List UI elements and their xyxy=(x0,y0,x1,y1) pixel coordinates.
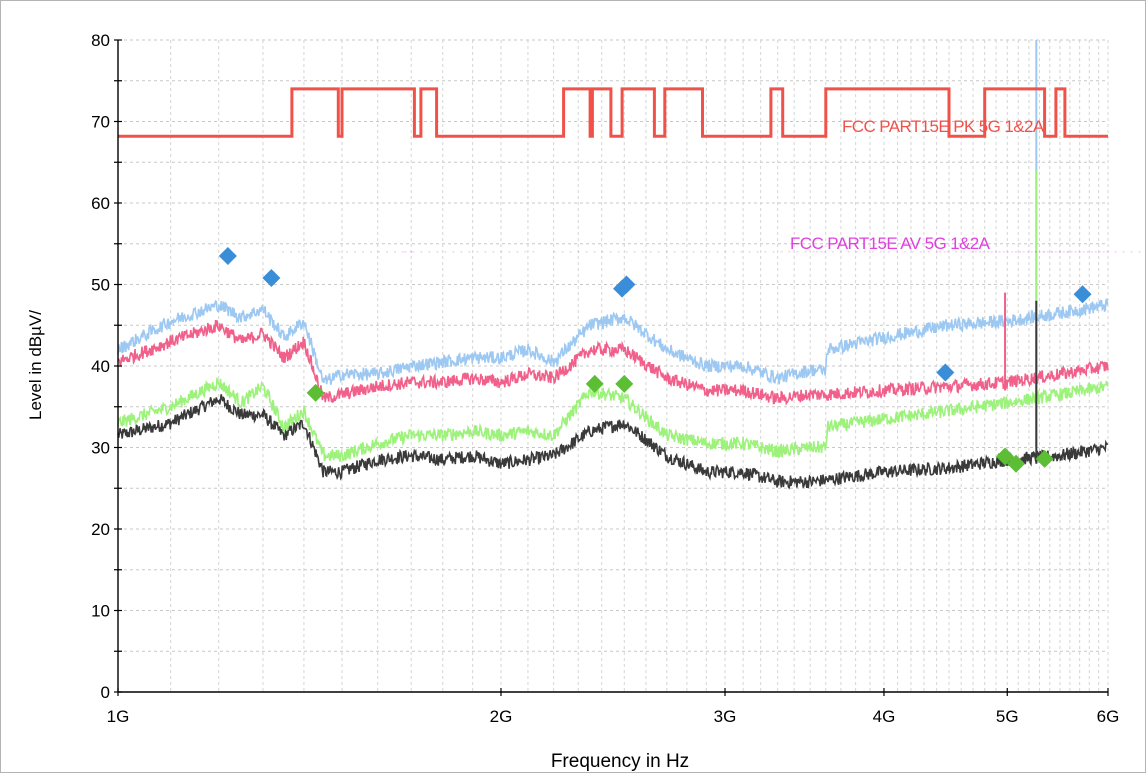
marker-peak_markers xyxy=(262,268,281,287)
marker-avg_markers xyxy=(306,383,325,402)
axes: 0 10 20 30 40 50 60 70 80 1G 2G 3G 4G 5G 6G xyxy=(91,31,1119,726)
trace-peak_light_blue xyxy=(117,298,1109,385)
y-tick-label: 50 xyxy=(91,276,110,295)
y-tick-label: 70 xyxy=(91,113,110,132)
x-axis-title: Frequency in Hz xyxy=(551,751,689,772)
y-tick-label: 20 xyxy=(91,520,110,539)
pk-limit-line xyxy=(118,87,1108,138)
pk-limit-label: FCC PART15E PK 5G 1&2A xyxy=(842,117,1045,136)
y-tick-label: 80 xyxy=(91,31,110,50)
marker-peak_markers xyxy=(617,275,636,294)
y-axis-title: Level in dBµV/ xyxy=(26,310,45,420)
x-tick-label: 4G xyxy=(873,707,896,726)
marker-avg_markers xyxy=(585,374,604,393)
marker-peak_markers xyxy=(218,246,237,265)
marker-peak_markers xyxy=(1073,285,1092,304)
y-tick-label: 30 xyxy=(91,439,110,458)
trace-avg_green xyxy=(117,376,1109,462)
marker-avg_markers xyxy=(996,447,1015,466)
marker-avg_markers xyxy=(1007,454,1026,473)
x-tick-label: 6G xyxy=(1097,707,1120,726)
trace-avg_dark xyxy=(117,394,1109,490)
marker-avg_markers xyxy=(615,374,634,393)
y-tick-label: 60 xyxy=(91,194,110,213)
x-tick-label: 1G xyxy=(107,707,130,726)
y-tick-label: 40 xyxy=(91,357,110,376)
av-limit-label: FCC PART15E AV 5G 1&2A xyxy=(790,234,991,253)
marker-avg_markers xyxy=(1035,449,1054,468)
plot-area: FCC PART15E PK 5G 1&2A FCC PART15E AV 5G … xyxy=(117,40,1146,490)
trace-peak_pink xyxy=(117,320,1109,406)
marker-peak_markers xyxy=(936,363,955,382)
x-tick-label: 2G xyxy=(490,707,513,726)
y-tick-label: 0 xyxy=(101,683,110,702)
x-tick-label: 5G xyxy=(996,707,1019,726)
y-tick-label: 10 xyxy=(91,602,110,621)
x-tick-label: 3G xyxy=(714,707,737,726)
